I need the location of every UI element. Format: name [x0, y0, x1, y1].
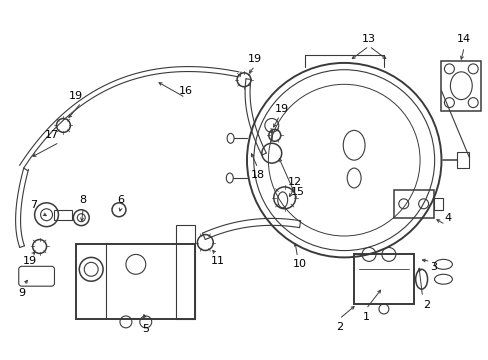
- Text: 8: 8: [80, 195, 87, 205]
- Bar: [353, 255, 413, 304]
- Text: 12: 12: [287, 177, 301, 187]
- Bar: [441, 61, 480, 111]
- Text: 7: 7: [30, 200, 37, 210]
- Text: 19: 19: [22, 256, 37, 266]
- Bar: [76, 244, 195, 319]
- Text: 6: 6: [117, 195, 124, 205]
- Text: 17: 17: [44, 130, 59, 140]
- Text: 11: 11: [211, 256, 225, 266]
- Text: 2: 2: [422, 300, 429, 310]
- Bar: [456, 152, 468, 168]
- Text: 18: 18: [250, 170, 264, 180]
- Text: 14: 14: [456, 34, 470, 44]
- Text: 3: 3: [429, 262, 436, 272]
- Text: 16: 16: [178, 86, 192, 96]
- Bar: [54, 210, 72, 220]
- Text: 19: 19: [247, 54, 262, 64]
- Text: 4: 4: [444, 213, 451, 223]
- Bar: [175, 225, 195, 319]
- Text: 15: 15: [290, 187, 304, 197]
- Text: 5: 5: [142, 324, 149, 334]
- Text: 13: 13: [361, 34, 375, 44]
- Text: 19: 19: [274, 104, 288, 113]
- Bar: [393, 190, 433, 218]
- Text: 1: 1: [362, 312, 369, 322]
- Text: 10: 10: [292, 259, 306, 269]
- Bar: [433, 198, 443, 210]
- Text: 19: 19: [69, 91, 83, 101]
- Text: 2: 2: [335, 322, 342, 332]
- Text: 9: 9: [18, 288, 25, 298]
